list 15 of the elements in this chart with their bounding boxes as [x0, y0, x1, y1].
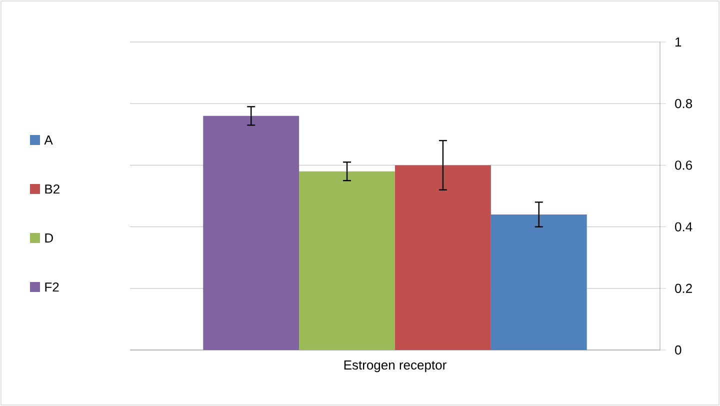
y-tick-label: 0.4 [675, 222, 692, 232]
legend-label: F2 [45, 282, 59, 292]
bar [394, 165, 491, 350]
y-tick-label: 0 [675, 345, 682, 355]
x-tick-label: Estrogen receptor [344, 360, 446, 372]
y-tick-label: 0.8 [675, 98, 692, 108]
legend-label: A [44, 136, 53, 144]
bar [490, 214, 587, 350]
y-tick-label: 0.6 [675, 160, 692, 170]
bar [203, 116, 300, 350]
bar [299, 171, 395, 350]
legend-label: D [45, 234, 53, 242]
legend-label: B2 [45, 184, 60, 194]
y-tick-label: 1 [676, 38, 682, 46]
y-tick-label: 0.2 [675, 284, 692, 293]
